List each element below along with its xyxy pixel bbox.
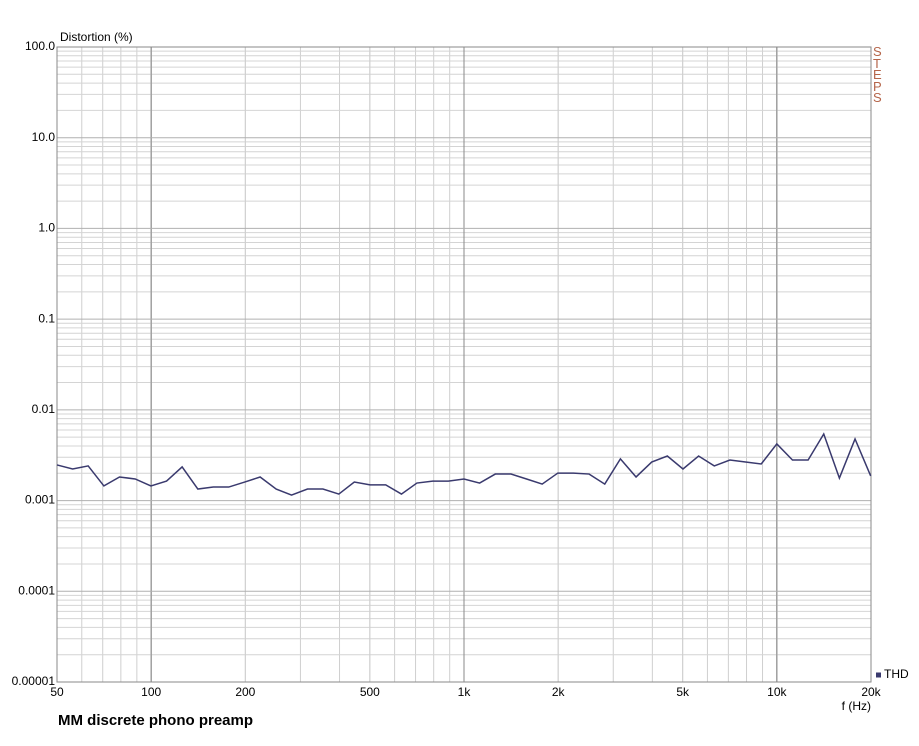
y-tick-label: 0.1 <box>38 311 55 325</box>
x-tick-label: 500 <box>360 685 380 699</box>
x-tick-label: 50 <box>50 685 64 699</box>
x-tick-label: 10k <box>767 685 787 699</box>
x-tick-label: 20k <box>861 685 881 699</box>
chart-title: MM discrete phono preamp <box>58 712 253 729</box>
x-tick-label: 200 <box>235 685 255 699</box>
y-tick-label: 0.01 <box>32 402 56 416</box>
y-tick-label: 0.001 <box>25 493 55 507</box>
y-tick-label: 0.0001 <box>18 583 55 597</box>
y-tick-label: 10.0 <box>32 130 56 144</box>
y-tick-label: 0.00001 <box>12 674 56 688</box>
x-tick-label: 5k <box>676 685 690 699</box>
data-line <box>56 432 872 496</box>
watermark: STEPS <box>873 44 882 105</box>
x-tick-label: 2k <box>552 685 566 699</box>
y-tick-label: 100.0 <box>25 39 55 53</box>
x-tick-label: 100 <box>141 685 161 699</box>
x-tick-label: 1k <box>458 685 472 699</box>
y-tick-label: 1.0 <box>38 221 55 235</box>
y-axis-label: Distortion (%) <box>60 30 133 44</box>
x-axis-label: f (Hz) <box>842 699 871 713</box>
legend-marker <box>876 672 881 678</box>
legend-label: THD <box>884 667 909 681</box>
plot-frame <box>56 46 872 683</box>
